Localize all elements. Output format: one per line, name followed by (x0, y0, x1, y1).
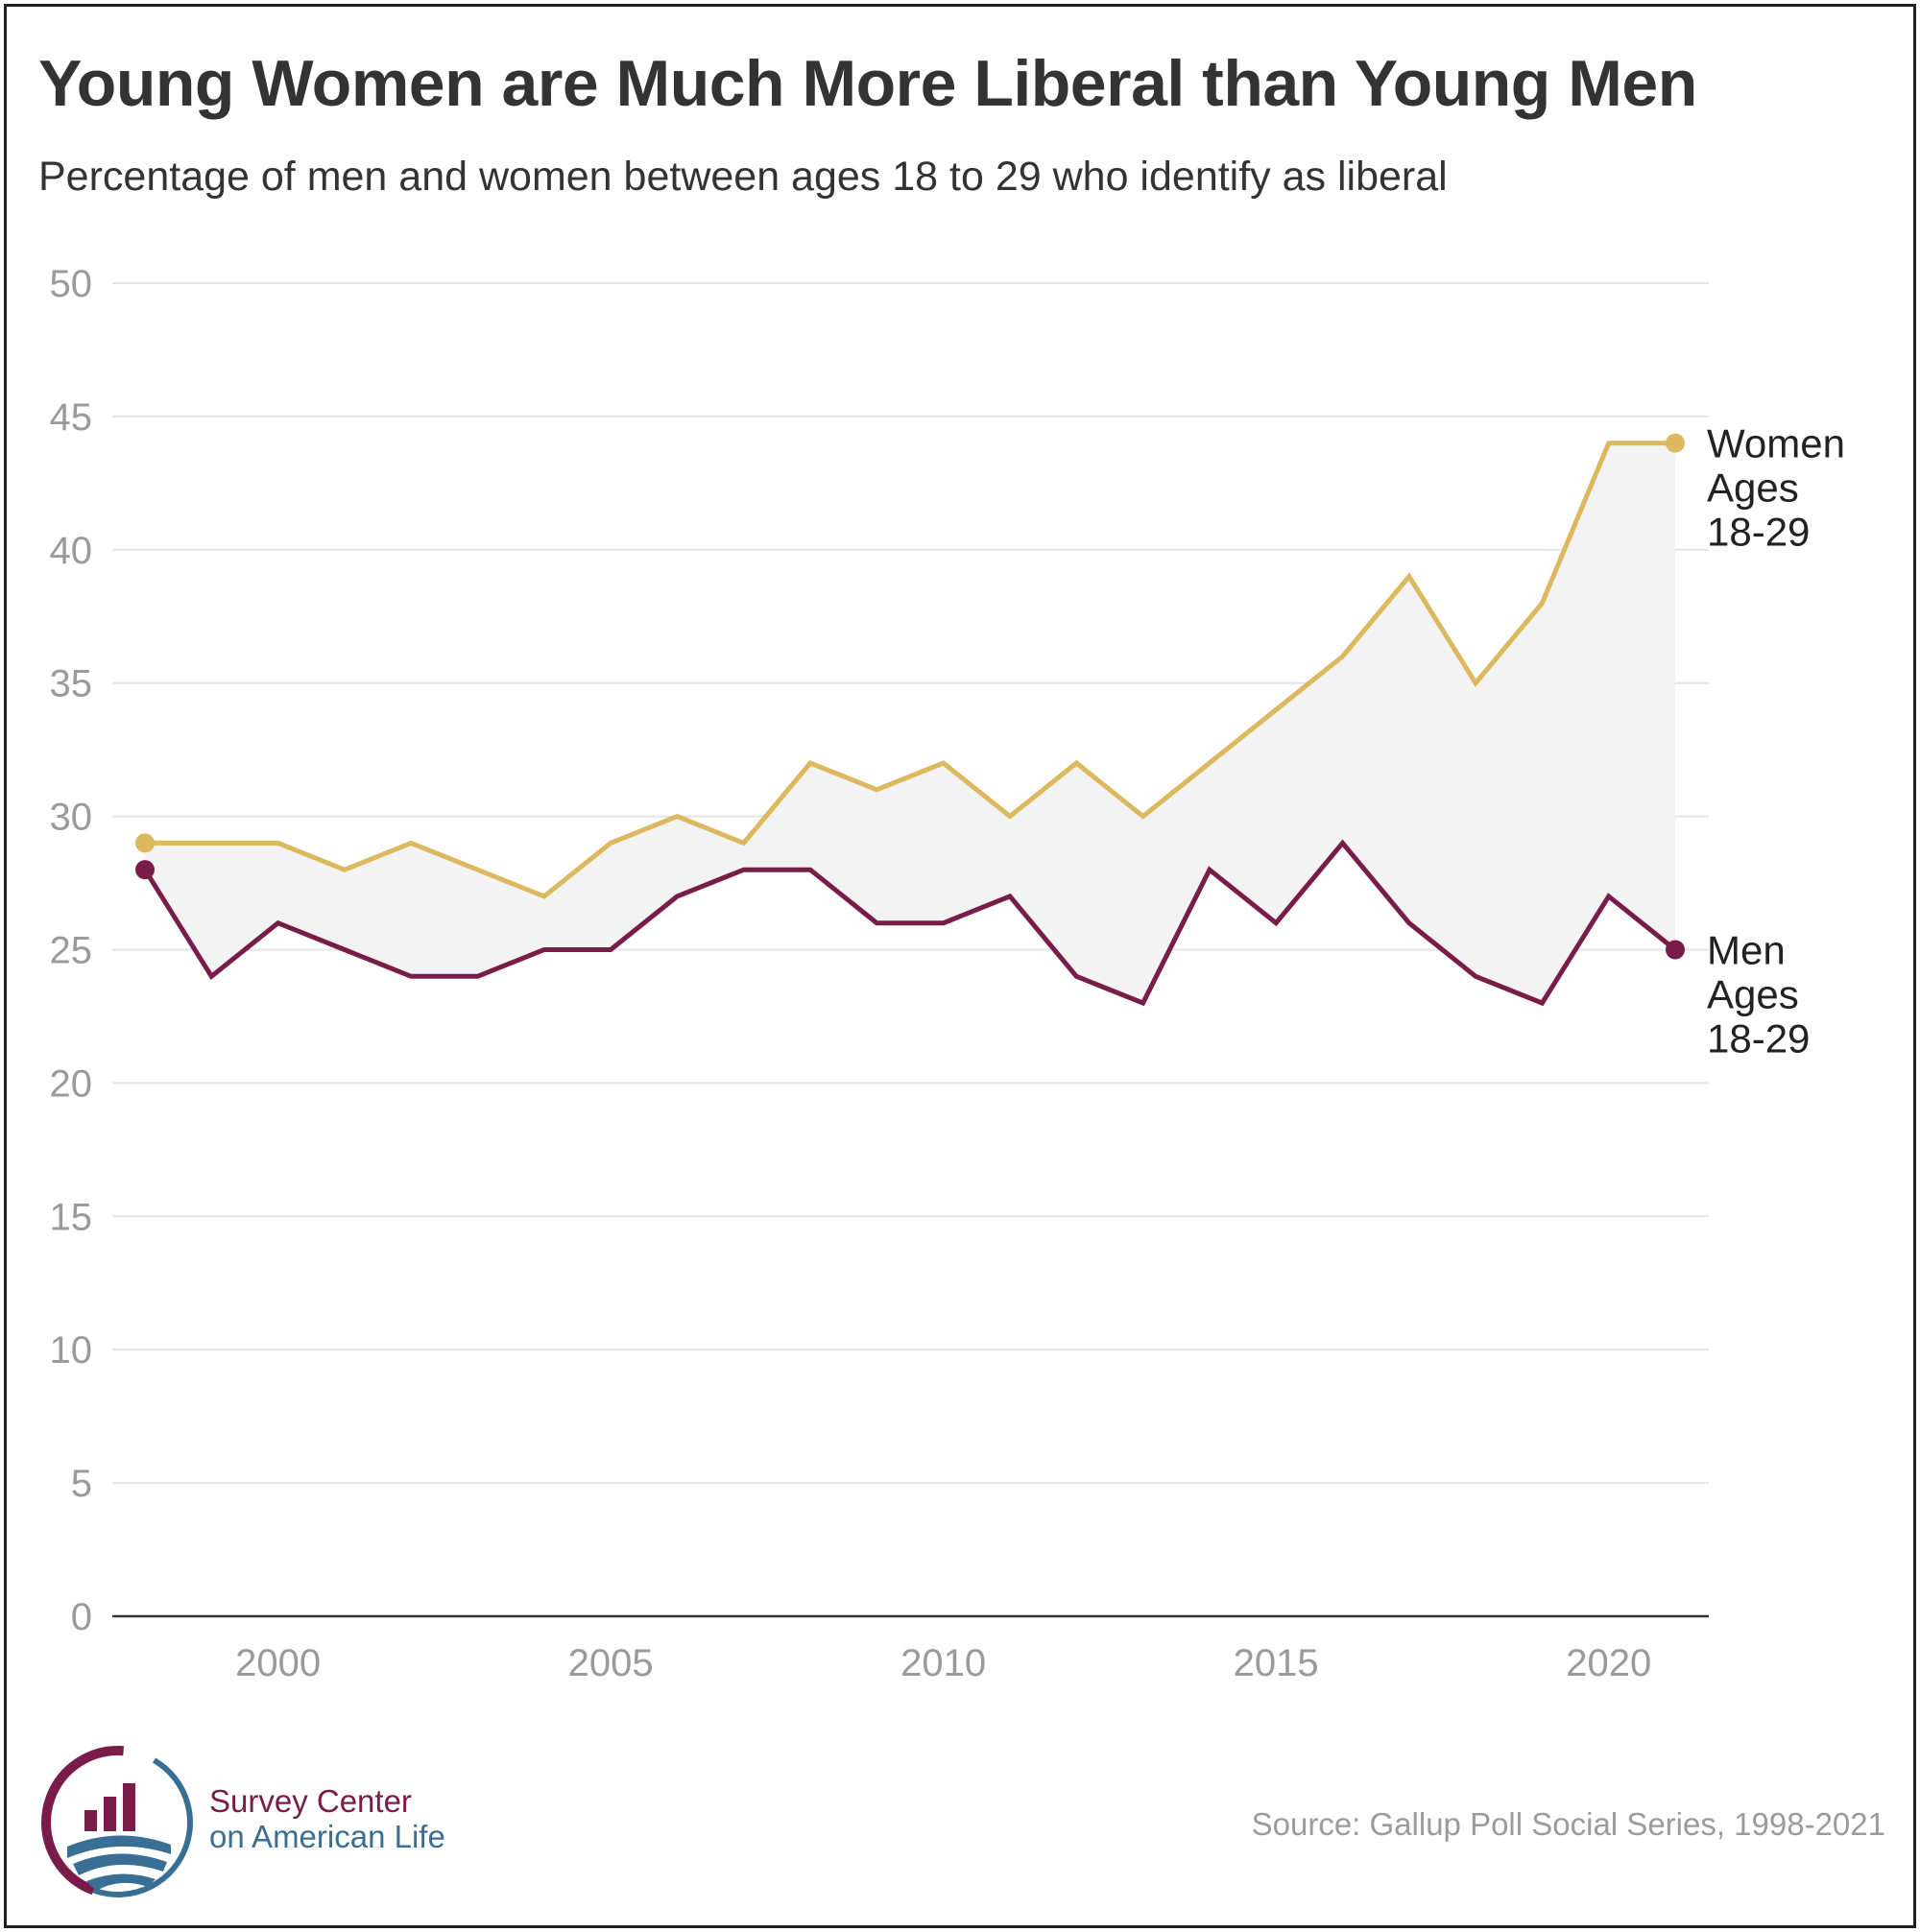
chart-subtitle: Percentage of men and women between ages… (38, 154, 1448, 200)
series-labels: Women Ages 18-29 Men Ages 18-29 (1707, 421, 1845, 1061)
x-tick-label: 2015 (1234, 1642, 1319, 1684)
brand-name-line1: Survey Center (209, 1783, 412, 1819)
men-line (142, 839, 1677, 1007)
men-series-label: Men Ages 18-29 (1707, 928, 1810, 1061)
y-tick-label: 35 (50, 663, 93, 705)
x-axis-ticks: 2000 2005 2010 2015 2020 (235, 1642, 1651, 1684)
brand-name-line2: on American Life (209, 1819, 445, 1854)
men-point (135, 860, 155, 880)
x-tick-label: 2020 (1566, 1642, 1651, 1684)
y-tick-label: 25 (50, 930, 93, 972)
gap-area (145, 442, 1675, 1004)
y-tick-label: 50 (50, 263, 93, 305)
men-point (1666, 940, 1685, 960)
gridlines (112, 282, 1709, 1485)
x-tick-label: 2010 (900, 1642, 986, 1684)
y-tick-label: 10 (50, 1329, 93, 1371)
series-lines (135, 433, 1685, 1007)
y-axis-ticks: 0 5 10 15 20 25 30 35 40 45 50 (50, 263, 93, 1638)
x-tick-label: 2005 (568, 1642, 654, 1684)
y-tick-label: 0 (71, 1596, 92, 1638)
y-tick-label: 20 (50, 1062, 93, 1105)
y-tick-label: 5 (71, 1463, 92, 1505)
y-tick-label: 45 (50, 396, 93, 439)
x-tick-label: 2000 (235, 1642, 321, 1684)
chart-title: Young Women are Much More Liberal than Y… (38, 47, 1697, 120)
y-tick-label: 30 (50, 797, 93, 839)
women-point (135, 833, 155, 853)
y-tick-label: 40 (50, 530, 93, 572)
women-line (145, 441, 1675, 899)
source-note: Source: Gallup Poll Social Series, 1998-… (1251, 1806, 1885, 1842)
brand-name: Survey Center on American Life (209, 1783, 445, 1854)
survey-center-logo (36, 1741, 200, 1904)
y-tick-label: 15 (50, 1196, 93, 1238)
women-point (1666, 433, 1685, 453)
chart-frame (4, 4, 1916, 1928)
women-series-label: Women Ages 18-29 (1707, 421, 1845, 555)
